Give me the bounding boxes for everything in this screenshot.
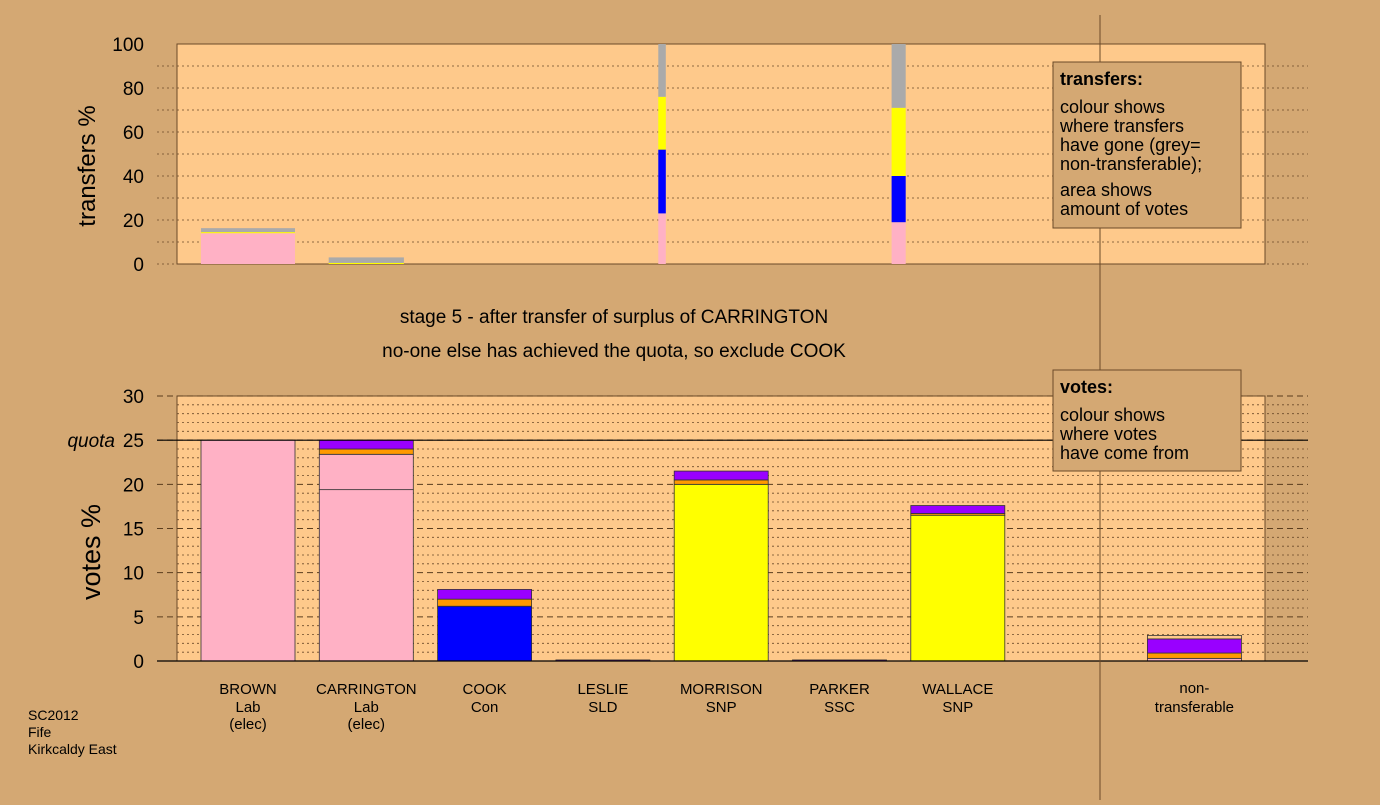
candidate-party-label: SLD: [588, 699, 617, 716]
transfers-tick-label: 0: [133, 255, 144, 276]
candidate-party-label: Lab: [354, 699, 379, 716]
transfers-legend-line: non-transferable);: [1060, 154, 1202, 174]
vote-bar-segment: [910, 514, 1006, 662]
transfers-legend-line: have gone (grey=: [1060, 135, 1201, 155]
vote-bar-segment: [437, 598, 533, 607]
transfer-bar-segment: [658, 44, 666, 97]
candidate-name-label: PARKER: [809, 681, 870, 698]
votes-tick-label: 5: [133, 608, 144, 629]
candidate-party-label: SNP: [706, 699, 737, 716]
vote-bar-segment: [1147, 634, 1242, 640]
vote-bar-segment: [200, 439, 296, 662]
votes-tick-label: 10: [123, 564, 144, 585]
transfers-axis-label: transfers %: [74, 105, 101, 226]
transfer-bar-segment: [328, 262, 404, 264]
vote-bar-segment: [318, 453, 414, 491]
transfer-bar-segment: [891, 44, 906, 108]
transfers-legend-line: where transfers: [1059, 116, 1184, 136]
candidate-status-label: (elec): [229, 716, 267, 733]
candidate-name-label: WALLACE: [922, 681, 993, 698]
candidate-name-label: LESLIE: [577, 681, 628, 698]
votes-legend-box: [1052, 369, 1242, 472]
votes-axis-label: votes %: [76, 504, 106, 600]
vote-bar-segment: [1147, 638, 1242, 654]
vote-bar-segment: [437, 605, 533, 662]
transfers-legend-title: transfers:: [1060, 69, 1143, 89]
transfer-bar-segment: [201, 228, 295, 233]
transfers-legend-line: colour shows: [1060, 97, 1165, 117]
transfer-bar-segment: [201, 232, 295, 234]
vote-bar-segment: [318, 448, 414, 455]
nontransferable-label: non-: [1179, 680, 1209, 697]
transfers-legend: transfers: colour shows where transfers …: [1052, 61, 1242, 229]
candidate-party-label: SSC: [824, 699, 855, 716]
footer-ward: Kirkcaldy East: [28, 741, 117, 757]
transfer-bar-segment: [891, 176, 906, 223]
votes-tick-label: 20: [123, 475, 144, 496]
footer: SC2012 Fife Kirkcaldy East: [28, 707, 117, 757]
candidate-party-label: Lab: [235, 699, 260, 716]
vote-bar-segment: [673, 479, 769, 485]
stage-subtitle: no-one else has achieved the quota, so e…: [382, 341, 846, 362]
candidate-name-label: MORRISON: [680, 681, 763, 698]
nontransferable-label: transferable: [1155, 699, 1234, 716]
candidate-name-label: CARRINGTON: [316, 681, 417, 698]
transfers-legend-line: area shows: [1060, 180, 1152, 200]
votes-tick-label: 15: [123, 520, 144, 541]
transfer-bar-segment: [891, 222, 906, 264]
votes-legend-line: have come from: [1060, 443, 1189, 463]
votes-legend: votes: colour shows where votes have com…: [1052, 369, 1242, 472]
vote-bar-segment: [673, 470, 769, 481]
stage-title: stage 5 - after transfer of surplus of C…: [400, 307, 828, 328]
transfers-tick-label: 100: [112, 35, 144, 56]
vote-bar-segment: [910, 505, 1006, 514]
votes-legend-line: colour shows: [1060, 405, 1165, 425]
candidate-party-label: SNP: [942, 699, 973, 716]
transfers-tick-label: 20: [123, 211, 144, 232]
votes-legend-title: votes:: [1060, 377, 1113, 397]
transfer-bar-segment: [658, 96, 666, 150]
transfers-legend-line: amount of votes: [1060, 199, 1188, 219]
transfer-bar-segment: [201, 233, 295, 264]
footer-council: Fife: [28, 724, 52, 740]
transfers-tick-label: 60: [123, 123, 144, 144]
votes-legend-line: where votes: [1059, 424, 1157, 444]
transfer-bar-segment: [328, 257, 404, 263]
transfers-tick-label: 80: [123, 79, 144, 100]
vote-bar-segment: [318, 489, 414, 662]
votes-tick-label: 0: [133, 652, 144, 673]
candidate-name-label: COOK: [463, 681, 507, 698]
votes-tick-label: 25: [123, 431, 144, 452]
transfer-bar-segment: [658, 149, 666, 214]
candidate-party-label: Con: [471, 699, 499, 716]
vote-bar-segment: [1147, 652, 1242, 659]
transfer-bar-segment: [891, 107, 906, 176]
votes-tick-label: 30: [123, 387, 144, 408]
transfer-bar-segment: [658, 213, 666, 264]
vote-bar-segment: [437, 589, 533, 600]
transfers-legend-box: [1052, 61, 1242, 229]
vote-bar-segment: [673, 483, 769, 662]
candidate-status-label: (elec): [348, 716, 386, 733]
footer-election: SC2012: [28, 707, 79, 723]
candidate-name-label: BROWN: [219, 681, 277, 698]
quota-label: quota: [67, 431, 115, 452]
transfers-tick-label: 40: [123, 167, 144, 188]
vote-bar-segment: [318, 439, 414, 450]
